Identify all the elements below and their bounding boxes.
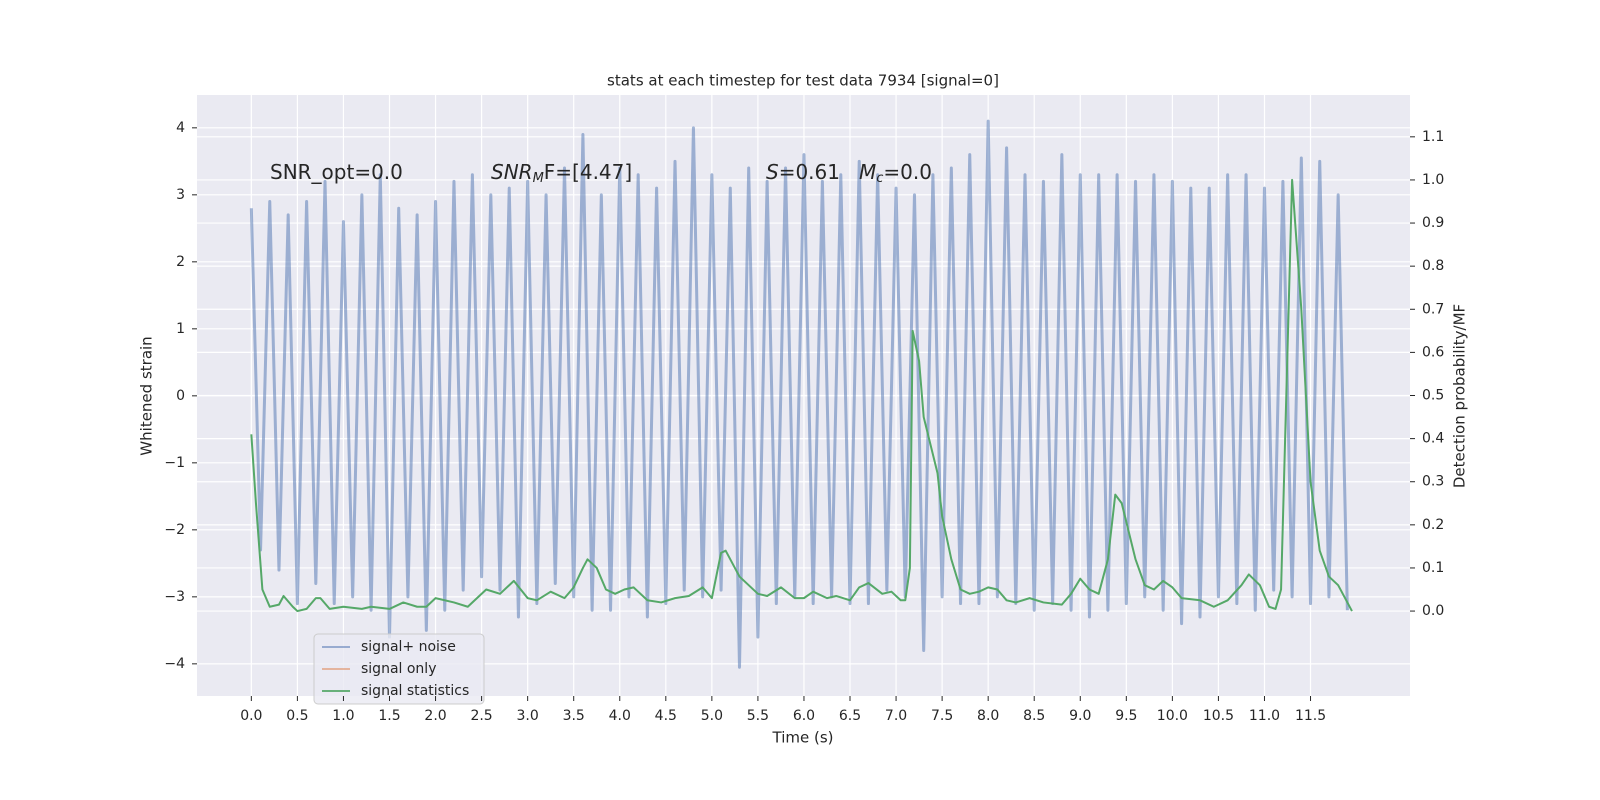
- x-tick-label: 10.0: [1157, 708, 1188, 724]
- x-tick-label: 8.0: [977, 708, 999, 724]
- y-tick-label: −3: [164, 589, 185, 605]
- y2-axis-label: Detection probability/MF: [1451, 304, 1469, 488]
- series-line: [250, 178, 1353, 613]
- y-tick-label: 2: [176, 254, 185, 270]
- y-tick-label: 3: [176, 187, 185, 203]
- x-tick-label: 2.5: [470, 708, 492, 724]
- annotation-base: M: [859, 160, 876, 184]
- x-tick-label: 1.0: [332, 708, 354, 724]
- y2-tick-label: 0.1: [1422, 560, 1444, 576]
- y-tick-label: 4: [176, 120, 185, 136]
- x-tick-label: 7.0: [885, 708, 907, 724]
- y-tick-label: −4: [164, 656, 185, 672]
- marks: [249, 119, 1353, 669]
- y2-tick-label: 0.9: [1422, 215, 1444, 231]
- y2-tick-label: 1.0: [1422, 172, 1444, 188]
- x-tick-label: 5.0: [701, 708, 723, 724]
- x-tick-label: 1.5: [378, 708, 400, 724]
- x-tick-label: 0.0: [240, 708, 262, 724]
- annotation-rest: =0.61: [779, 160, 840, 184]
- x-tick-label: 7.5: [931, 708, 953, 724]
- annotation-rest: =0.0: [883, 160, 932, 184]
- x-tick-label: 4.0: [609, 708, 631, 724]
- x-tick-label: 6.0: [793, 708, 815, 724]
- legend: signal+ noise signal only signal statistic…: [313, 633, 485, 705]
- annotation: Mc=0.0: [859, 160, 932, 186]
- annotation-base: S: [766, 160, 779, 184]
- x-axis-label: Time (s): [772, 729, 834, 747]
- x-tick-label: 4.5: [655, 708, 677, 724]
- annotation: S=0.61: [766, 160, 840, 184]
- series-line: [249, 119, 1349, 669]
- x-tick-label: 3.0: [517, 708, 539, 724]
- x-tick-label: 5.5: [747, 708, 769, 724]
- y2-tick-label: 0.7: [1422, 301, 1444, 317]
- y2-tick-label: 1.1: [1422, 129, 1444, 145]
- y-tick-label: 1: [176, 321, 185, 337]
- y2-tick-label: 0.4: [1422, 431, 1444, 447]
- annotation-sub: c: [876, 171, 883, 186]
- x-tick-label: 9.5: [1115, 708, 1137, 724]
- annotation: SNR_opt=0.0: [270, 160, 403, 184]
- x-tick-label: 3.5: [563, 708, 585, 724]
- annotation-rest: F=[4.47]: [544, 160, 632, 184]
- y-tick-label: −1: [164, 455, 185, 471]
- y2-tick-label: 0.6: [1422, 344, 1444, 360]
- y-tick-label: 0: [176, 388, 185, 404]
- y2-tick-label: 0.5: [1422, 388, 1444, 404]
- y-axis-label: Whitened strain: [138, 336, 156, 455]
- y2-tick-label: 0.2: [1422, 517, 1444, 533]
- y2-tick-label: 0.0: [1422, 603, 1444, 619]
- annotation: SNRMF=[4.47]: [491, 160, 632, 186]
- chart-title: stats at each timestep for test data 793…: [607, 72, 999, 90]
- x-tick-label: 11.5: [1295, 708, 1326, 724]
- x-tick-label: 10.5: [1203, 708, 1234, 724]
- y2-tick-label: 0.8: [1422, 258, 1444, 274]
- legend-label: signal statistics: [361, 683, 469, 699]
- x-tick-label: 9.0: [1069, 708, 1091, 724]
- x-tick-label: 6.5: [839, 708, 861, 724]
- x-tick-label: 2.0: [424, 708, 446, 724]
- x-tick-label: 11.0: [1249, 708, 1280, 724]
- y2-tick-label: 0.3: [1422, 474, 1444, 490]
- annotation-base: SNR: [491, 160, 533, 184]
- legend-label: signal only: [361, 661, 436, 677]
- y-tick-label: −2: [164, 522, 185, 538]
- x-tick-label: 0.5: [286, 708, 308, 724]
- annotations: SNR_opt=0.0 SNRMF=[4.47] S=0.61 Mc=0.0: [270, 160, 932, 186]
- x-tick-label: 8.5: [1023, 708, 1045, 724]
- annotation-base: SNR_opt=0.0: [270, 160, 403, 184]
- annotation-sub: M: [533, 171, 544, 186]
- legend-label: signal+ noise: [361, 639, 456, 655]
- legend-box: [313, 633, 485, 705]
